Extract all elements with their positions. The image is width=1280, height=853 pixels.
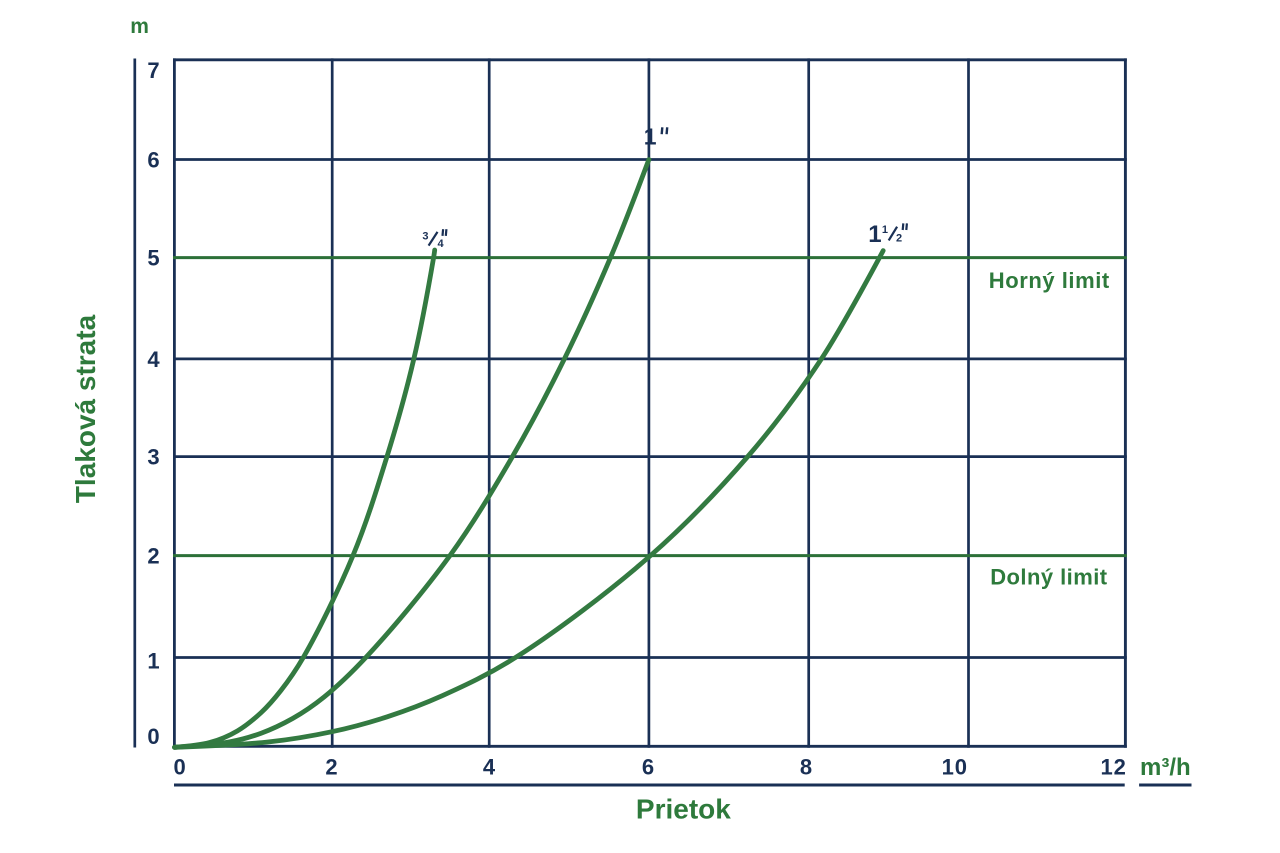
svg-text:1: 1 <box>882 224 888 236</box>
svg-text:5: 5 <box>147 245 159 270</box>
svg-text:4: 4 <box>147 347 160 372</box>
svg-text:2: 2 <box>147 544 159 569</box>
svg-text:1: 1 <box>868 221 881 248</box>
svg-text:Prietok: Prietok <box>636 794 731 825</box>
svg-text:0: 0 <box>173 754 185 779</box>
svg-text:6: 6 <box>642 754 654 779</box>
svg-text:6: 6 <box>147 148 159 173</box>
svg-text:8: 8 <box>800 754 812 779</box>
svg-text:m: m <box>130 15 149 38</box>
svg-text:10: 10 <box>942 754 968 779</box>
svg-text:2: 2 <box>325 754 337 779</box>
svg-text:7: 7 <box>147 58 159 83</box>
svg-text:12: 12 <box>1101 754 1127 779</box>
svg-text:1: 1 <box>147 648 159 673</box>
svg-text:4: 4 <box>483 754 496 779</box>
svg-text:2: 2 <box>896 233 902 245</box>
svg-text:Dolný limit: Dolný limit <box>990 565 1108 590</box>
svg-text:3: 3 <box>147 445 159 470</box>
svg-text:4: 4 <box>438 238 445 250</box>
svg-text:m³/h: m³/h <box>1140 754 1191 781</box>
svg-text:1: 1 <box>644 124 657 150</box>
svg-text:Tlaková strata: Tlaková strata <box>70 314 101 503</box>
svg-text:3: 3 <box>422 231 428 243</box>
svg-text:0: 0 <box>147 724 159 749</box>
svg-text:Horný limit: Horný limit <box>989 268 1110 293</box>
